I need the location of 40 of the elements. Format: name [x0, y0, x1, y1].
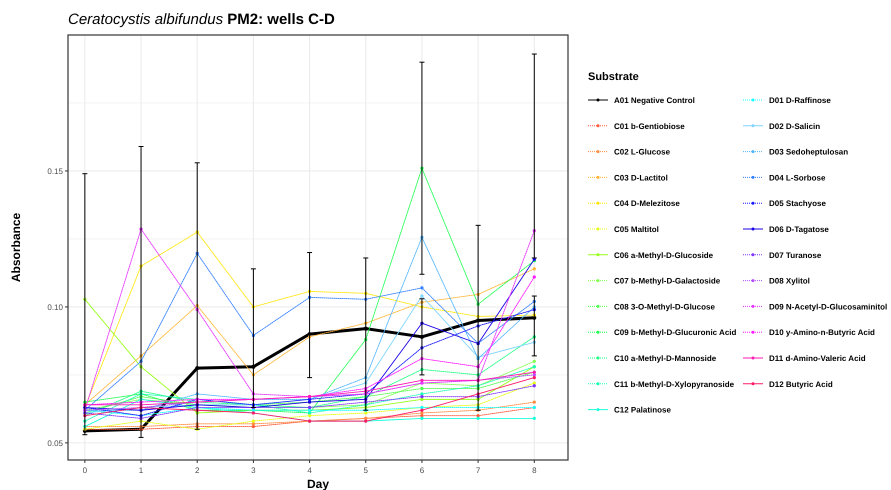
- chart-title: Ceratocystis albifundus PM2: wells C-D: [68, 11, 335, 28]
- x-tick-label: 1: [138, 466, 144, 475]
- legend-label: C02 L-Glucose: [614, 148, 671, 157]
- x-tick-label: 4: [307, 466, 312, 475]
- legend-label: C10 a-Methyl-D-Mannoside: [614, 354, 717, 363]
- x-tick-label: 3: [251, 466, 256, 475]
- legend-label: C08 3-O-Methyl-D-Glucose: [614, 302, 716, 312]
- legend-label: C06 a-Methyl-D-Glucoside: [614, 250, 714, 260]
- legend-label: D06 D-Tagatose: [769, 225, 830, 234]
- legend-label: D12 Butyric Acid: [769, 380, 833, 389]
- legend-label: D09 N-Acetyl-D-Glucosaminitol: [769, 302, 888, 312]
- legend-label: C04 D-Melezitose: [614, 199, 680, 208]
- legend-label: D10 y-Amino-n-Butyric Acid: [769, 328, 876, 338]
- x-tick-label: 6: [420, 466, 425, 475]
- legend-label: A01 Negative Control: [614, 96, 695, 105]
- x-tick-label: 2: [194, 466, 200, 475]
- y-axis-title: Absorbance: [9, 212, 23, 282]
- legend-title: Substrate: [588, 71, 639, 83]
- legend-label: C07 b-Methyl-D-Galactoside: [614, 276, 721, 286]
- legend-label: D05 Stachyose: [769, 199, 826, 208]
- legend-label: D04 L-Sorbose: [769, 173, 826, 182]
- x-tick-label: 7: [476, 466, 481, 475]
- legend-label: D08 Xylitol: [769, 276, 810, 286]
- y-tick-label: 0.15: [47, 166, 64, 176]
- legend-label: C05 Maltitol: [614, 225, 659, 234]
- legend-label: C09 b-Methyl-D-Glucuronic Acid: [614, 328, 736, 338]
- legend-label: D11 d-Amino-Valeric Acid: [769, 354, 866, 363]
- legend-label: D07 Turanose: [769, 250, 822, 260]
- legend-label: D03 Sedoheptulosan: [769, 148, 848, 157]
- legend-label: D02 D-Salicin: [769, 122, 820, 131]
- legend-label: C12 Palatinose: [614, 406, 672, 415]
- legend-label: C01 b-Gentiobiose: [614, 122, 686, 131]
- x-tick-label: 8: [532, 466, 538, 475]
- y-tick-label: 0.10: [47, 302, 64, 312]
- x-tick-label: 5: [364, 466, 369, 475]
- legend-label: C03 D-Lactitol: [614, 173, 668, 182]
- y-tick-label: 0.05: [47, 438, 64, 448]
- legend-label: D01 D-Raffinose: [769, 96, 832, 105]
- x-tick-label: 0: [82, 466, 88, 475]
- legend-label: C11 b-Methyl-D-Xylopyranoside: [614, 380, 735, 389]
